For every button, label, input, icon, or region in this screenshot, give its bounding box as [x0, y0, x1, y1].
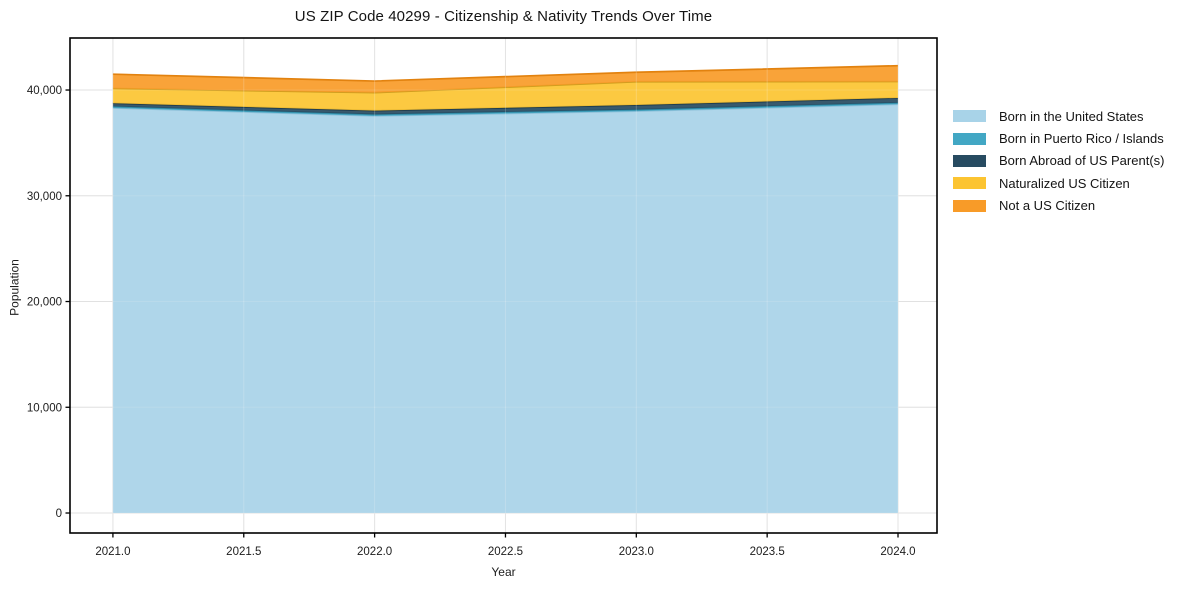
x-tick-label: 2022.0 [357, 546, 392, 558]
area-born-in-the-united-states [112, 104, 899, 514]
legend-swatch [953, 177, 986, 190]
legend-swatch [953, 154, 986, 167]
axes [69, 37, 938, 534]
legend-swatch [953, 132, 986, 145]
area-born-abroad-of-us-parent-s- [112, 97, 899, 115]
legend-label: Born in the United States [999, 108, 1144, 124]
legend-label: Born in Puerto Rico / Islands [999, 131, 1164, 147]
legend-item: Born in the United States [953, 108, 1164, 124]
y-tick-label: 30,000 [27, 191, 62, 203]
y-tick-label: 40,000 [27, 85, 62, 97]
legend-item: Not a US Citizen [953, 198, 1164, 214]
x-tick-label: 2021.0 [95, 546, 130, 558]
y-tick-label: 20,000 [27, 297, 62, 309]
x-axis-label: Year [491, 565, 516, 579]
chart-title: US ZIP Code 40299 - Citizenship & Nativi… [294, 8, 713, 25]
ticks: 2021.0 2021.5 2022.0 2022.5 2023.0 2023.5 2024… [27, 85, 916, 558]
axes-frame [69, 37, 938, 534]
area-edge [112, 64, 899, 82]
legend-swatch [953, 199, 986, 212]
x-tick-label: 2021.5 [226, 546, 261, 558]
x-tick-label: 2024.0 [880, 546, 915, 558]
legend-item: Naturalized US Citizen [953, 175, 1164, 191]
gridlines-overlay [70, 38, 937, 533]
x-tick-label: 2022.5 [488, 546, 523, 558]
x-tick-label: 2023.5 [750, 546, 785, 558]
stacked-areas [112, 64, 899, 514]
legend-swatch [953, 110, 986, 123]
x-tick-label: 2023.0 [619, 546, 654, 558]
legend-item: Born Abroad of US Parent(s) [953, 153, 1165, 169]
legend-label: Not a US Citizen [999, 198, 1096, 214]
legend-label: Naturalized US Citizen [999, 175, 1130, 191]
legend-label: Born Abroad of US Parent(s) [999, 153, 1165, 169]
area-naturalized-us-citizen [112, 81, 899, 111]
y-tick-label: 10,000 [27, 402, 62, 414]
y-axis-label: Population [7, 259, 22, 316]
y-tick-label: 0 [56, 508, 62, 520]
area-not-a-us-citizen [112, 65, 899, 93]
legend: Born in the United States Born in Puerto … [953, 110, 1164, 212]
legend-item: Born in Puerto Rico / Islands [953, 131, 1164, 147]
